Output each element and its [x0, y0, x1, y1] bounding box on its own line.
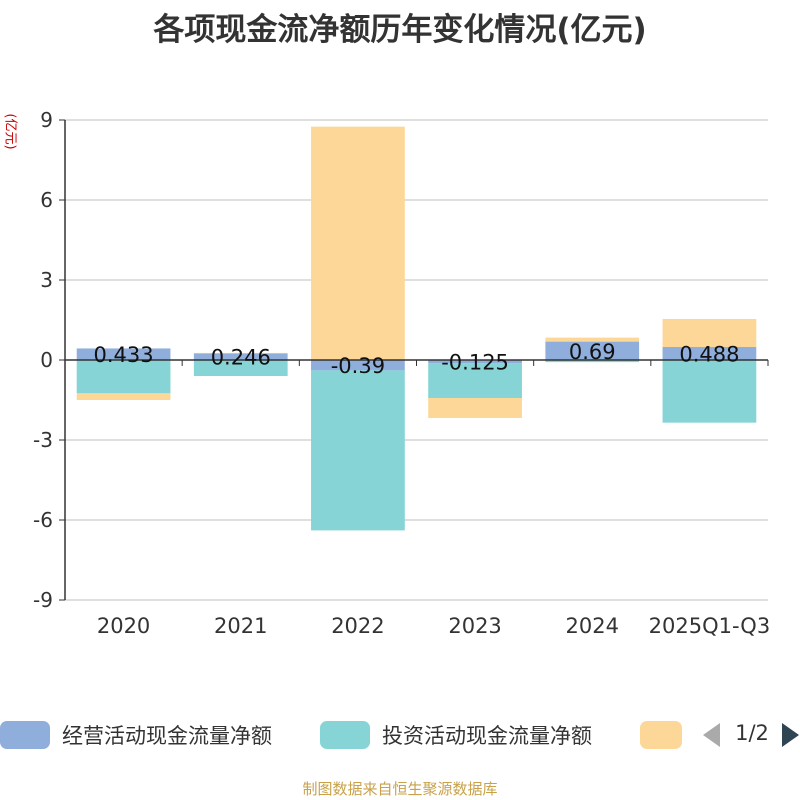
legend-item-operating[interactable]: 经营活动现金流量净额	[0, 720, 272, 750]
bar-segment-1[interactable]	[193, 353, 288, 360]
y-tick-label: -9	[33, 588, 53, 612]
legend-pager: 1/2	[700, 720, 800, 750]
legend-swatch-operating	[0, 721, 50, 749]
grid-lines	[65, 119, 768, 601]
x-tick-label: 2021	[214, 614, 267, 638]
bar-segment-1[interactable]	[662, 346, 757, 360]
x-tick-label: 2020	[97, 614, 150, 638]
legend-swatch-third-series	[640, 721, 682, 749]
data-source-note: 制图数据来自恒生聚源数据库	[302, 780, 498, 798]
legend-label-operating: 经营活动现金流量净额	[62, 724, 272, 748]
bar-segment-1[interactable]	[545, 341, 640, 360]
data-label: 0.433	[94, 343, 154, 367]
data-label: 0.488	[679, 342, 739, 366]
bar-segment-1[interactable]	[428, 360, 522, 364]
bar-segment-1[interactable]	[76, 348, 171, 360]
legend-item-third-series[interactable]	[640, 720, 682, 750]
bar-segment-3[interactable]	[545, 337, 640, 342]
bar-segment-3[interactable]	[311, 126, 405, 361]
data-label: 0.69	[569, 340, 616, 364]
legend-label-investing: 投资活动现金流量净额	[382, 724, 592, 748]
legend-swatch-investing	[320, 721, 370, 749]
chevron-right-icon[interactable]	[782, 723, 799, 747]
y-tick-label: 6	[40, 188, 53, 212]
bar-segment-3[interactable]	[76, 393, 171, 400]
bar-segment-3[interactable]	[662, 318, 757, 347]
bar-segment-2[interactable]	[311, 370, 405, 531]
bar-segment-2[interactable]	[545, 360, 640, 363]
x-tick-label: 2025Q1-Q3	[649, 614, 771, 638]
data-label: 0.246	[211, 346, 271, 370]
y-tick-label: -6	[33, 508, 53, 532]
chart-title: 各项现金流净额历年变化情况(亿元)	[153, 12, 647, 48]
x-tick-label: 2022	[331, 614, 384, 638]
chevron-left-icon[interactable]	[703, 723, 720, 747]
y-tick-label: 3	[40, 268, 53, 292]
bar-segment-2[interactable]	[193, 360, 288, 376]
data-label: -0.125	[441, 351, 509, 375]
data-label: -0.39	[331, 354, 385, 378]
bar-segment-2[interactable]	[76, 360, 171, 394]
axes: -9 -6 -3 0 3 6 9 2020 2021 2022 2023 2024 2025Q1-Q3	[33, 108, 770, 638]
bars	[76, 126, 757, 531]
x-tick-label: 2024	[566, 614, 619, 638]
legend: 经营活动现金流量净额 投资活动现金流量净额 1/2	[0, 715, 800, 755]
data-labels: 0.433 0.246 -0.39 -0.125 0.69 0.488	[94, 340, 740, 378]
legend-page-indicator: 1/2	[735, 721, 769, 745]
bar-segment-3[interactable]	[428, 398, 522, 418]
bar-segment-2[interactable]	[428, 363, 522, 398]
bar-segment-1[interactable]	[311, 360, 405, 371]
y-tick-label: 9	[40, 108, 53, 132]
y-tick-label: 0	[40, 348, 53, 372]
y-tick-label: -3	[33, 428, 53, 452]
bar-segment-2[interactable]	[662, 360, 757, 423]
legend-item-investing[interactable]: 投资活动现金流量净额	[320, 720, 592, 750]
bar-segment-3[interactable]	[193, 352, 288, 354]
x-tick-label: 2023	[448, 614, 501, 638]
